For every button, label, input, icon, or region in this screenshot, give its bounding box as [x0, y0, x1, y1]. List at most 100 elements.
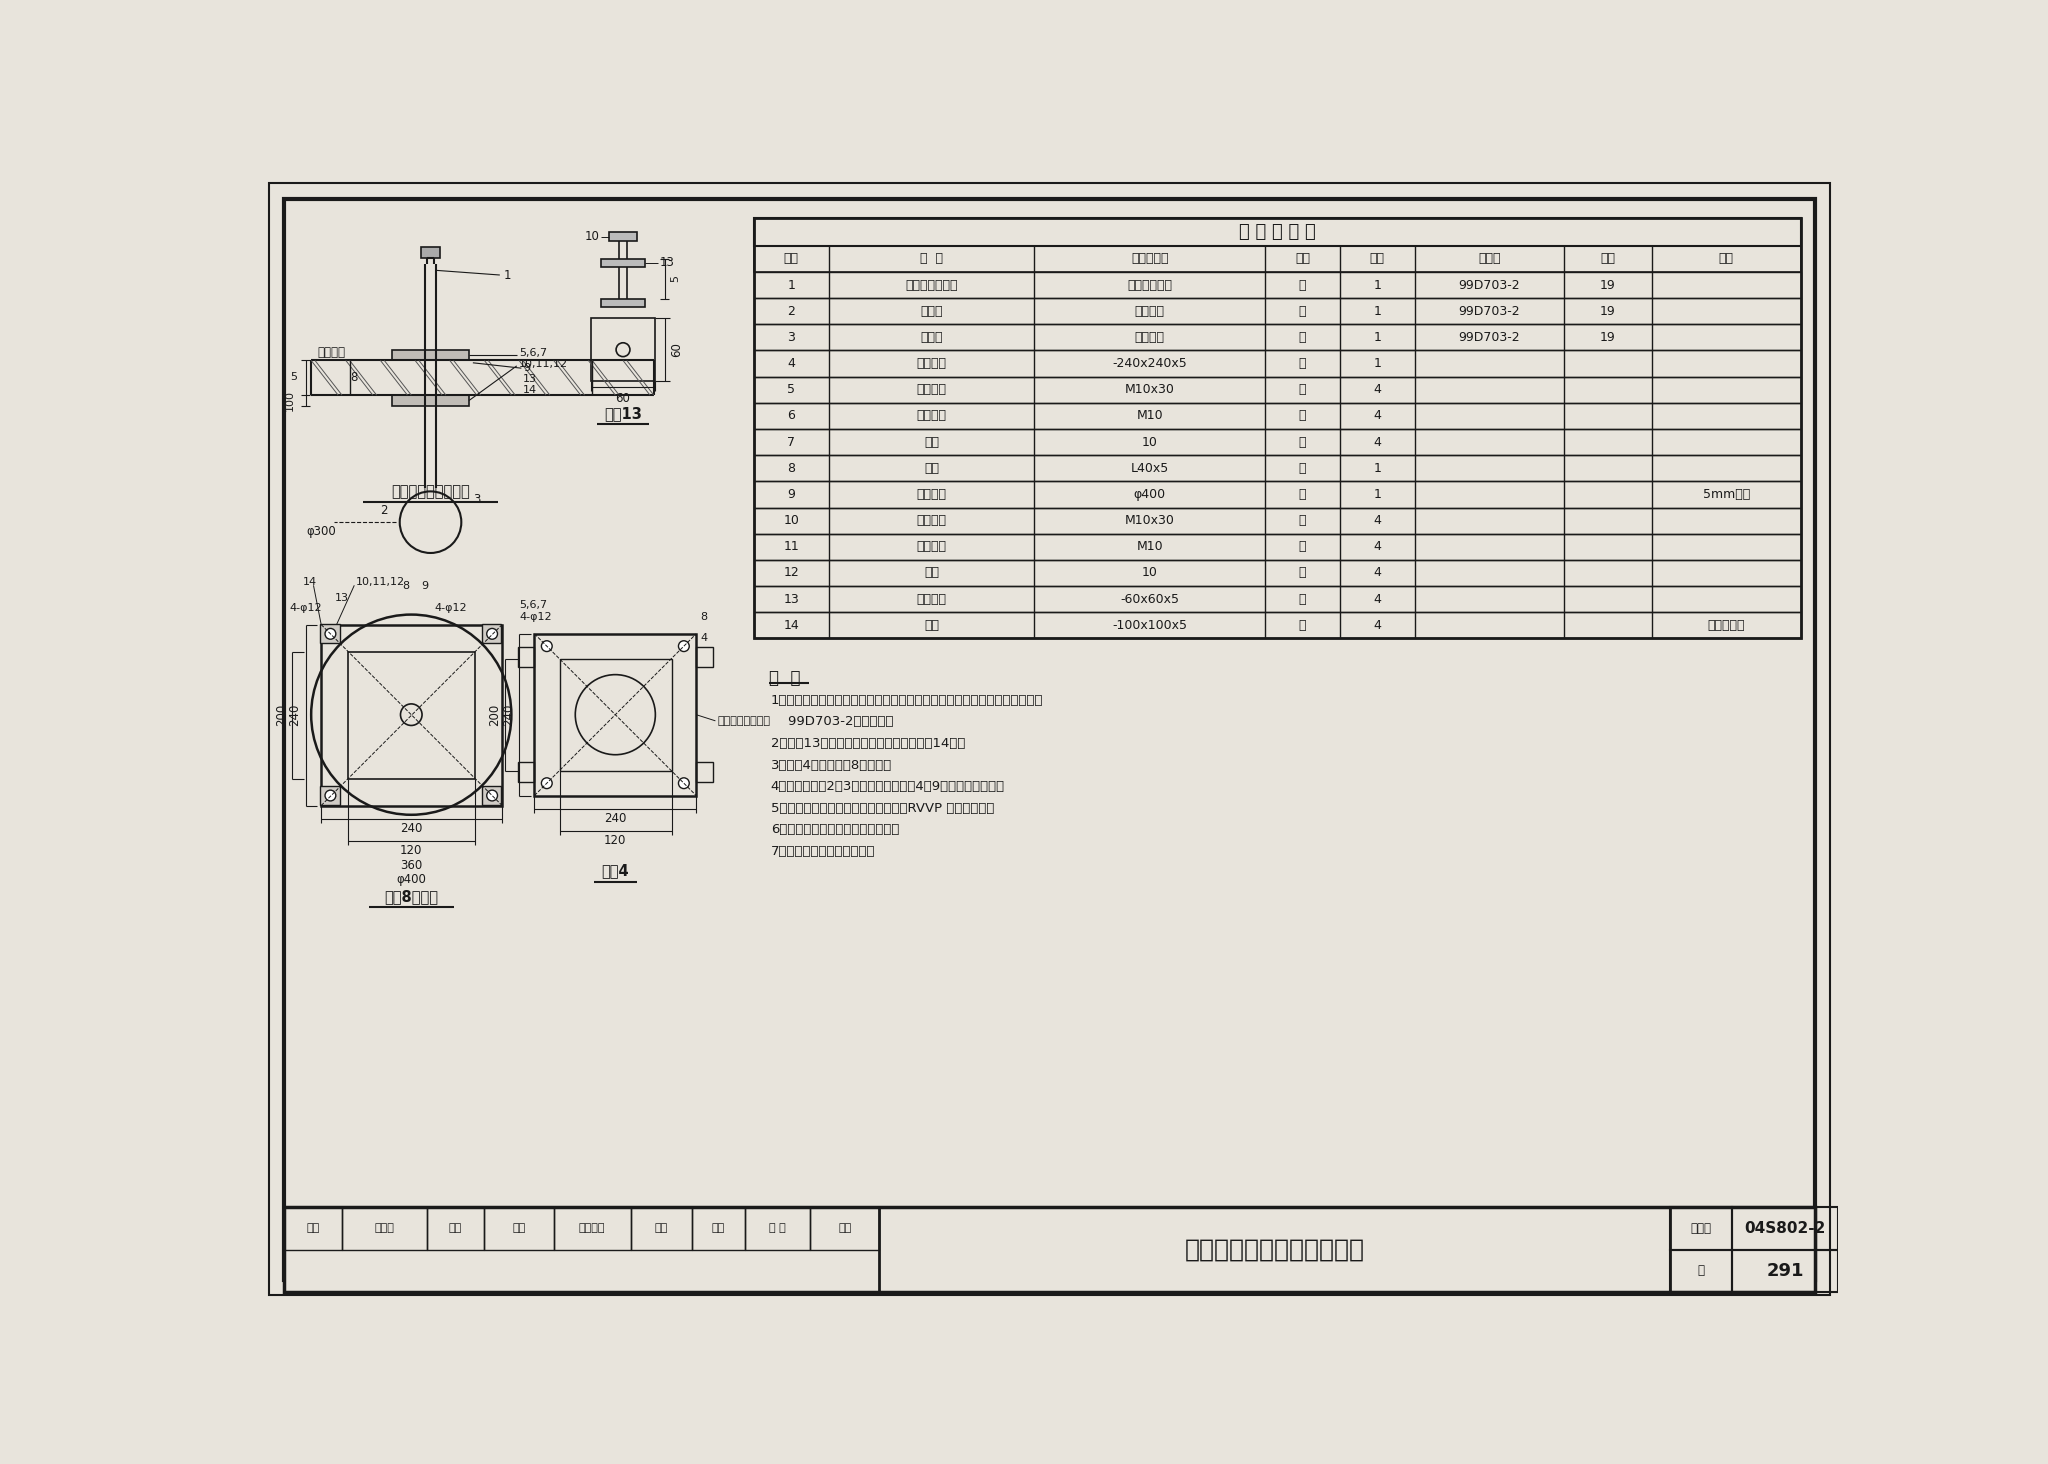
Text: 4-φ12: 4-φ12 — [289, 603, 322, 612]
Text: 陈 鹃: 陈 鹃 — [768, 1224, 784, 1233]
Text: φ400: φ400 — [1135, 488, 1165, 501]
Text: 14: 14 — [303, 577, 317, 587]
Bar — [322, 625, 502, 805]
Circle shape — [541, 641, 553, 651]
Text: 图集号: 图集号 — [1690, 1222, 1712, 1234]
Text: M10x30: M10x30 — [1124, 384, 1176, 397]
Text: 5: 5 — [670, 275, 680, 283]
Bar — [1671, 1250, 1733, 1293]
Bar — [754, 482, 1800, 508]
Bar — [754, 218, 1800, 638]
Text: 垫圈: 垫圈 — [924, 436, 940, 448]
Text: 60: 60 — [616, 392, 631, 404]
Text: 10: 10 — [586, 230, 600, 243]
Text: 240: 240 — [289, 704, 301, 726]
Text: 4、液位计序号2，3穿过安装配件序号4，9，自然沉入水中。: 4、液位计序号2，3穿过安装配件序号4，9，自然沉入水中。 — [770, 780, 1006, 793]
Bar — [518, 763, 535, 782]
Text: 9: 9 — [422, 581, 428, 591]
Text: 双头螺栓: 双头螺栓 — [918, 514, 946, 527]
Text: 页次: 页次 — [1599, 252, 1616, 265]
Bar — [754, 246, 1800, 272]
Text: M10: M10 — [1137, 540, 1163, 553]
Text: 伍钰: 伍钰 — [838, 1224, 852, 1233]
Text: 设 备 材 料 表: 设 备 材 料 表 — [1239, 223, 1317, 242]
Text: 支架: 支架 — [924, 461, 940, 474]
Text: 按液位计元件开孔: 按液位计元件开孔 — [717, 716, 770, 726]
Text: 5mm钢板: 5mm钢板 — [1702, 488, 1749, 501]
Text: 240: 240 — [502, 704, 514, 726]
Bar — [426, 1208, 485, 1250]
Bar — [319, 624, 340, 643]
Text: 1: 1 — [1374, 331, 1380, 344]
Text: 9: 9 — [522, 363, 530, 373]
Text: 人井平台: 人井平台 — [317, 347, 346, 359]
Text: 土建已预埋: 土建已预埋 — [1708, 619, 1745, 632]
Bar — [754, 325, 1800, 350]
Text: 14: 14 — [784, 619, 799, 632]
Bar — [559, 659, 672, 772]
Text: 60: 60 — [670, 343, 682, 357]
Text: 120: 120 — [604, 833, 627, 846]
Bar — [518, 647, 535, 668]
Text: 审核: 审核 — [305, 1224, 319, 1233]
Text: 360: 360 — [399, 859, 422, 873]
Text: 11: 11 — [784, 540, 799, 553]
Circle shape — [678, 641, 690, 651]
Text: 垫圈: 垫圈 — [924, 567, 940, 580]
Text: 240: 240 — [604, 813, 627, 826]
Text: 2: 2 — [381, 504, 387, 517]
Text: 4: 4 — [1374, 593, 1380, 606]
Text: 10: 10 — [784, 514, 799, 527]
Text: 安装配件: 安装配件 — [918, 357, 946, 370]
Text: 附注: 附注 — [1718, 252, 1735, 265]
Text: 型号及规格: 型号及规格 — [1130, 252, 1169, 265]
Bar — [754, 350, 1800, 376]
Text: 19: 19 — [1599, 305, 1616, 318]
Bar — [754, 586, 1800, 612]
Text: 8: 8 — [401, 581, 410, 591]
Text: 3: 3 — [473, 492, 481, 505]
Text: 10: 10 — [1143, 567, 1157, 580]
Text: 个: 个 — [1298, 436, 1307, 448]
Text: 说  明: 说 明 — [770, 669, 801, 687]
Text: 10,11,12: 10,11,12 — [356, 577, 406, 587]
Text: 孙彩: 孙彩 — [655, 1224, 668, 1233]
Text: 6、必须保证液位计安装的垂直度。: 6、必须保证液位计安装的垂直度。 — [770, 823, 899, 836]
Text: 浮筒球式液位计: 浮筒球式液位计 — [905, 278, 958, 291]
Bar — [754, 455, 1800, 482]
Text: 易曙光: 易曙光 — [375, 1224, 395, 1233]
Text: 6: 6 — [786, 410, 795, 423]
Text: 99D703-2: 99D703-2 — [1458, 305, 1520, 318]
Bar — [535, 634, 696, 795]
Text: 3、序号4安装在序号8支架上。: 3、序号4安装在序号8支架上。 — [770, 758, 893, 772]
Text: 六角螺栓: 六角螺栓 — [918, 384, 946, 397]
Bar — [754, 376, 1800, 403]
Circle shape — [326, 791, 336, 801]
Text: 数量: 数量 — [1370, 252, 1384, 265]
Bar — [754, 534, 1800, 559]
Text: 2: 2 — [786, 305, 795, 318]
Bar — [342, 1208, 426, 1250]
Bar — [348, 651, 475, 779]
Text: 4: 4 — [1374, 619, 1380, 632]
Bar — [608, 231, 637, 242]
Text: 5、从控制地点到液位计信号线，采用RVVP 型屏蔽电缆。: 5、从控制地点到液位计信号线，采用RVVP 型屏蔽电缆。 — [770, 802, 993, 814]
Bar — [631, 1208, 692, 1250]
Text: 99D703-2: 99D703-2 — [1458, 331, 1520, 344]
Text: 1: 1 — [1374, 357, 1380, 370]
Bar — [391, 395, 469, 406]
Text: 六角螺母: 六角螺母 — [918, 540, 946, 553]
Bar — [754, 612, 1800, 638]
Text: 名  称: 名 称 — [920, 252, 942, 265]
Text: 个: 个 — [1298, 540, 1307, 553]
Bar — [745, 1208, 811, 1250]
Bar — [481, 624, 502, 643]
Text: 4: 4 — [1374, 540, 1380, 553]
Text: 个: 个 — [1298, 567, 1307, 580]
Bar — [1733, 1208, 1839, 1250]
Text: M10: M10 — [1137, 410, 1163, 423]
Text: 4: 4 — [1374, 514, 1380, 527]
Text: 2、序号13安装配件现场焊接在土建预埋件14上。: 2、序号13安装配件现场焊接在土建预埋件14上。 — [770, 736, 965, 750]
Text: 安装配件: 安装配件 — [918, 488, 946, 501]
Text: 1: 1 — [1374, 461, 1380, 474]
